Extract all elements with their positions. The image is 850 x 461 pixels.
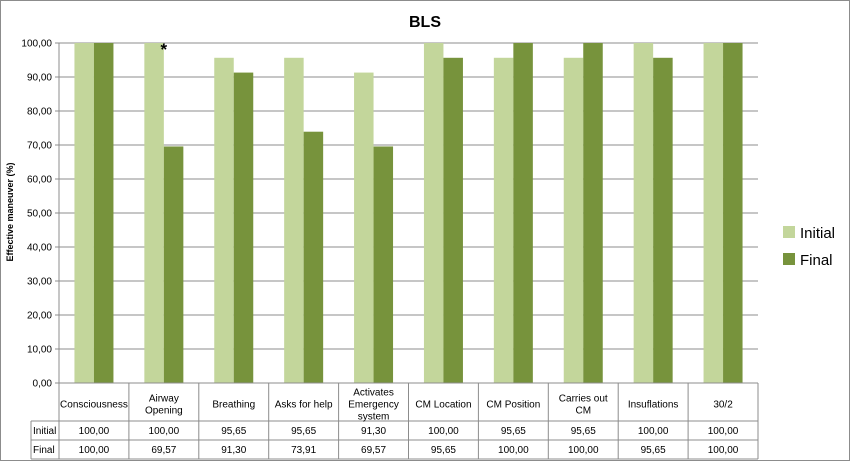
bar-initial-3 [284,57,304,383]
category-label: Emergency [348,400,399,411]
table-series-name: Final [33,445,55,456]
bar-final-2 [233,72,254,383]
y-tick-label: 80,00 [27,107,52,118]
bar-initial-8 [633,43,654,383]
legend-label-initial: Initial [800,225,835,242]
table-cell-value: 100,00 [708,426,739,437]
significance-asterisk: * [161,40,168,59]
table-cell-value: 100,00 [638,426,669,437]
bars [74,43,743,383]
table-cell-value: 100,00 [79,426,110,437]
table-cell-value: 100,00 [568,445,599,456]
table-cell-value: 95,65 [571,426,596,437]
y-tick-label: 0,00 [33,379,53,390]
legend: Initial Final [783,225,835,269]
table-cell-value: 100,00 [149,426,180,437]
bar-initial-5 [423,43,444,383]
y-tick-label: 100,00 [21,39,52,50]
bar-final-0 [93,43,114,383]
bar-final-4 [373,146,394,383]
table-cell-value: 69,57 [151,445,176,456]
y-tick-label: 60,00 [27,175,52,186]
table-cell-value: 91,30 [361,426,386,437]
table-cell-value: 100,00 [708,445,739,456]
category-label: CM Location [415,400,471,411]
y-tick-label: 30,00 [27,277,52,288]
category-label: system [358,412,390,423]
bar-final-9 [723,43,743,383]
bar-final-3 [303,131,324,383]
legend-swatch-final [783,253,795,265]
bar-initial-2 [214,57,234,383]
table-cell-value: 91,30 [221,445,246,456]
bar-final-1 [163,146,184,383]
y-tick-label: 40,00 [27,243,52,254]
table-cell-value: 100,00 [428,426,459,437]
category-label: Breathing [212,400,255,411]
legend-label-final: Final [800,252,833,269]
table-cell-value: 95,65 [641,445,666,456]
table-cell-value: 95,65 [221,426,246,437]
table-cell-value: 95,65 [431,445,456,456]
annotations: * [161,40,168,59]
y-axis-label: Effective maneuver (%) [5,162,15,261]
category-label: CM Position [486,400,540,411]
bar-initial-6 [493,57,514,383]
table-cell-value: 95,65 [501,426,526,437]
y-tick-label: 70,00 [27,141,52,152]
category-label: Carries out [559,394,608,405]
table-cell-value: 100,00 [498,445,529,456]
bar-initial-7 [563,57,584,383]
table-cell-value: 69,57 [361,445,386,456]
bar-initial-0 [74,43,94,383]
chart-title: BLS [409,14,441,31]
category-label: 30/2 [713,400,733,411]
legend-swatch-initial [783,226,795,238]
category-label: CM [575,406,591,417]
category-label: Consciousness [60,400,128,411]
bar-initial-1 [144,43,164,383]
bar-initial-4 [354,72,374,383]
y-tick-label: 50,00 [27,209,52,220]
table-cell-value: 73,91 [291,445,316,456]
y-axis-ticks: 0,00 10,00 20,00 30,00 40,00 50,00 60,00 70,00 8… [21,39,52,390]
y-tick-label: 90,00 [27,73,52,84]
bar-final-7 [583,43,603,383]
y-tick-label: 10,00 [27,345,52,356]
table-cell-value: 95,65 [291,426,316,437]
table-series-name: Initial [33,426,56,437]
y-tick-label: 20,00 [27,311,52,322]
category-label: Insuflations [628,400,679,411]
category-label: Airway [149,394,179,405]
bar-final-6 [513,43,533,383]
category-label: Opening [145,406,183,417]
bar-initial-9 [703,43,724,383]
category-label: Asks for help [275,400,333,411]
table-cell-value: 100,00 [79,445,110,456]
category-label: Activates [353,388,394,399]
bar-final-8 [653,57,673,383]
bar-final-5 [443,57,463,383]
